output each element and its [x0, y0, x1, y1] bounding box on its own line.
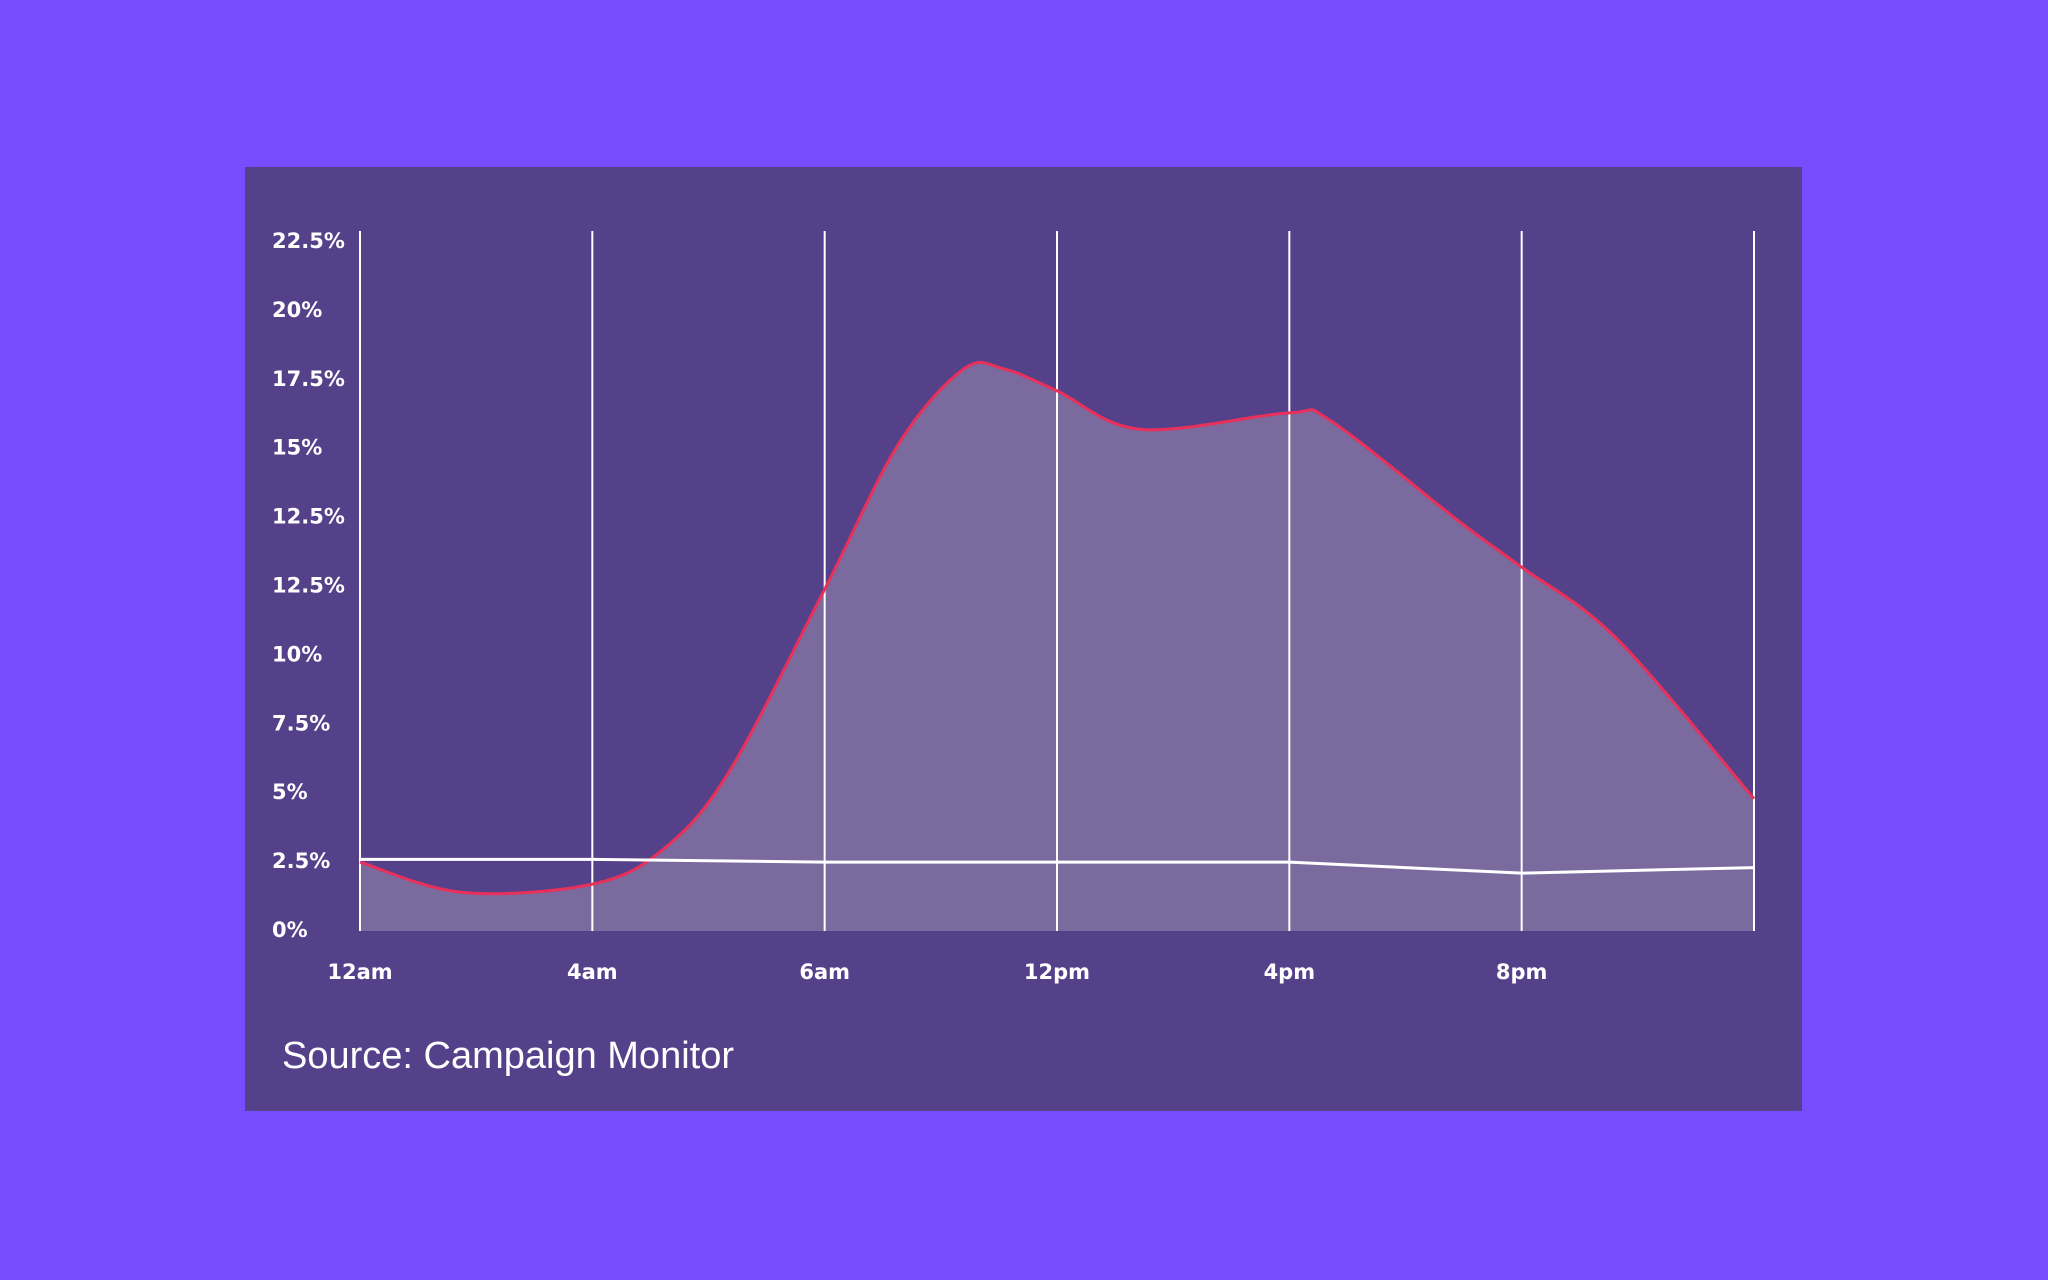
x-tick-label: 8pm [1496, 960, 1548, 984]
y-tick-label: 0% [272, 918, 308, 942]
y-tick-label: 12.5% [272, 505, 345, 529]
x-tick-label: 12am [327, 960, 392, 984]
y-tick-label: 17.5% [272, 367, 345, 391]
x-tick-label: 4am [567, 960, 618, 984]
series-line [360, 857, 1755, 875]
y-tick-label: 15% [272, 436, 322, 460]
x-tick-label: 12pm [1024, 960, 1090, 984]
x-tick-label: 6am [799, 960, 850, 984]
y-tick-label: 7.5% [272, 711, 330, 735]
y-tick-label: 20% [272, 298, 322, 322]
y-tick-label: 10% [272, 642, 322, 666]
y-tick-label: 22.5% [272, 229, 345, 253]
y-tick-label: 12.5% [272, 574, 345, 598]
y-tick-label: 2.5% [272, 849, 330, 873]
source-note: Source: Campaign Monitor [282, 1035, 734, 1077]
y-tick-label: 5% [272, 780, 308, 804]
series-line [359, 360, 1756, 896]
x-tick-label: 4pm [1264, 960, 1316, 984]
